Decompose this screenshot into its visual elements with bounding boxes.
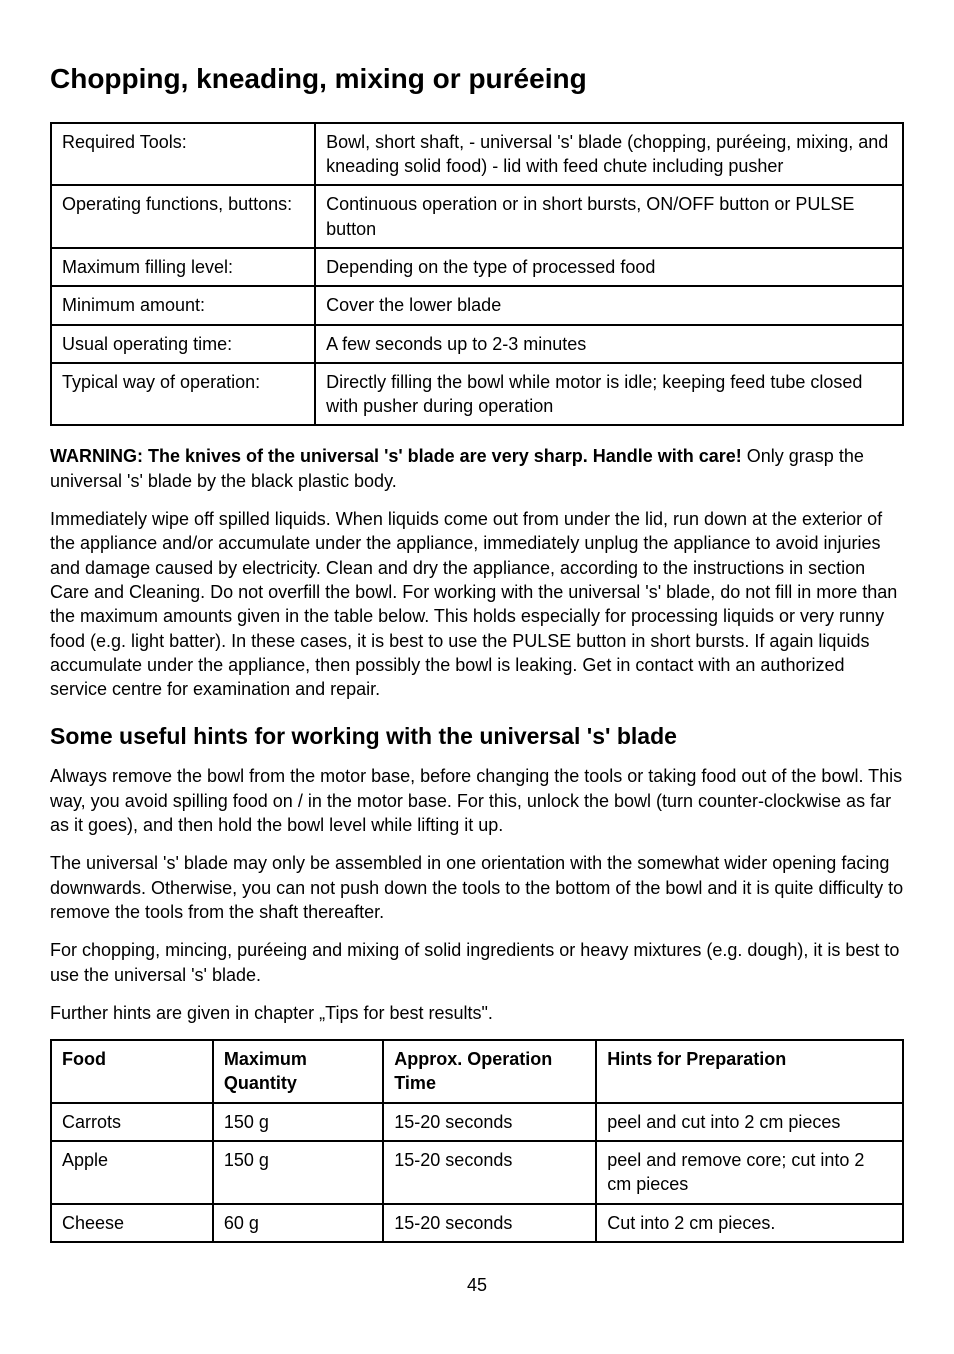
wipe-paragraph: Immediately wipe off spilled liquids. Wh… (50, 507, 904, 701)
hints-heading: Some useful hints for working with the u… (50, 721, 904, 752)
hint-cell: peel and cut into 2 cm pieces (596, 1103, 903, 1141)
tools-label: Operating functions, buttons: (51, 185, 315, 248)
chop-paragraph: For chopping, mincing, puréeing and mixi… (50, 938, 904, 987)
tools-label: Required Tools: (51, 123, 315, 186)
tools-label: Maximum filling level: (51, 248, 315, 286)
page-number: 45 (50, 1273, 904, 1297)
hint-cell: Cut into 2 cm pieces. (596, 1204, 903, 1242)
qty-cell: 150 g (213, 1141, 383, 1204)
tools-label: Minimum amount: (51, 286, 315, 324)
food-cell: Apple (51, 1141, 213, 1204)
table-row: Operating functions, buttons: Continuous… (51, 185, 903, 248)
orient-paragraph: The universal 's' blade may only be asse… (50, 851, 904, 924)
tips-paragraph: Further hints are given in chapter „Tips… (50, 1001, 904, 1025)
warning-bold: WARNING: The knives of the universal 's'… (50, 446, 742, 466)
tools-value: Cover the lower blade (315, 286, 903, 324)
page-heading: Chopping, kneading, mixing or puréeing (50, 60, 904, 98)
food-cell: Cheese (51, 1204, 213, 1242)
tools-label: Typical way of operation: (51, 363, 315, 426)
table-header-row: Food Maximum Quantity Approx. Operation … (51, 1040, 903, 1103)
table-row: Carrots 150 g 15-20 seconds peel and cut… (51, 1103, 903, 1141)
food-table: Food Maximum Quantity Approx. Operation … (50, 1039, 904, 1243)
time-header: Approx. Operation Time (383, 1040, 596, 1103)
tools-table: Required Tools: Bowl, short shaft, - uni… (50, 122, 904, 427)
warning-paragraph: WARNING: The knives of the universal 's'… (50, 444, 904, 493)
tools-value: Directly filling the bowl while motor is… (315, 363, 903, 426)
table-row: Usual operating time: A few seconds up t… (51, 325, 903, 363)
time-cell: 15-20 seconds (383, 1204, 596, 1242)
time-cell: 15-20 seconds (383, 1141, 596, 1204)
food-cell: Carrots (51, 1103, 213, 1141)
tools-value: Continuous operation or in short bursts,… (315, 185, 903, 248)
qty-header: Maximum Quantity (213, 1040, 383, 1103)
hint-header: Hints for Preparation (596, 1040, 903, 1103)
table-row: Typical way of operation: Directly filli… (51, 363, 903, 426)
food-header: Food (51, 1040, 213, 1103)
table-row: Cheese 60 g 15-20 seconds Cut into 2 cm … (51, 1204, 903, 1242)
tools-value: A few seconds up to 2-3 minutes (315, 325, 903, 363)
remove-paragraph: Always remove the bowl from the motor ba… (50, 764, 904, 837)
tools-value: Bowl, short shaft, - universal 's' blade… (315, 123, 903, 186)
qty-cell: 150 g (213, 1103, 383, 1141)
time-cell: 15-20 seconds (383, 1103, 596, 1141)
table-row: Minimum amount: Cover the lower blade (51, 286, 903, 324)
table-row: Apple 150 g 15-20 seconds peel and remov… (51, 1141, 903, 1204)
qty-cell: 60 g (213, 1204, 383, 1242)
table-row: Maximum filling level: Depending on the … (51, 248, 903, 286)
hint-cell: peel and remove core; cut into 2 cm piec… (596, 1141, 903, 1204)
tools-label: Usual operating time: (51, 325, 315, 363)
table-row: Required Tools: Bowl, short shaft, - uni… (51, 123, 903, 186)
tools-value: Depending on the type of processed food (315, 248, 903, 286)
